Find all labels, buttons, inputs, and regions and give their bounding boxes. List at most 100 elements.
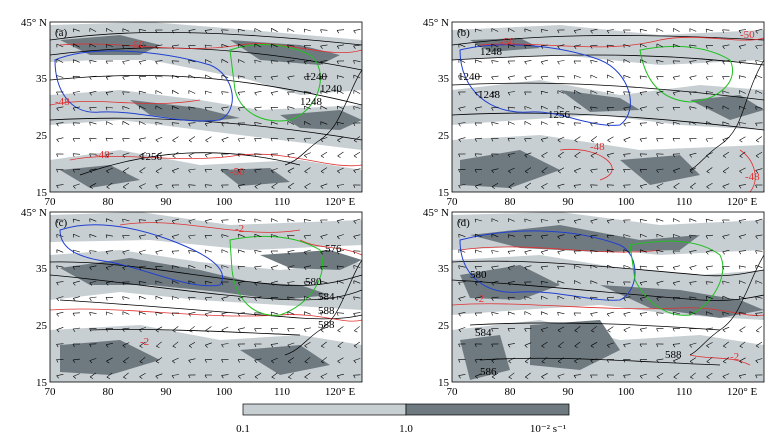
wind-barb (623, 106, 631, 109)
wind-barb-feather (656, 328, 659, 332)
wind-barb (155, 136, 163, 141)
wind-barb-feather (689, 234, 691, 239)
wind-barb-feather (639, 185, 643, 189)
contour-label: -2 (140, 336, 149, 348)
wind-barb-feather (303, 329, 307, 333)
wind-barb (722, 167, 730, 172)
wind-barb-feather (507, 106, 510, 111)
wind-barb (337, 296, 344, 299)
wind-barb (172, 75, 179, 78)
wind-barb (590, 296, 598, 299)
wind-barb (221, 91, 229, 93)
wind-barb (353, 44, 361, 47)
wind-barb-feather (524, 296, 526, 300)
wind-barb-feather (72, 219, 75, 223)
wind-barb (755, 341, 763, 347)
panel-label: (c) (55, 217, 68, 229)
wind-barb-feather (458, 359, 461, 363)
wind-barb-feather (354, 330, 358, 333)
wind-barb (337, 90, 344, 94)
lon-tick-label: 120° E (727, 386, 758, 398)
wind-barb (656, 312, 664, 314)
wind-barb (623, 374, 631, 376)
wind-barb-feather (237, 219, 240, 223)
wind-barb (557, 280, 565, 284)
wind-barb-feather (188, 250, 190, 254)
wind-barb (270, 60, 279, 62)
wind-barb-feather (755, 60, 757, 64)
wind-barb-feather (270, 107, 273, 111)
wind-barb-feather (705, 328, 709, 332)
wind-barb (139, 152, 146, 156)
wind-barb-feather (623, 139, 627, 143)
wind-barb-feather (155, 361, 160, 364)
wind-barb-feather (689, 267, 693, 271)
wind-barb-feather (105, 77, 109, 80)
wind-barb-feather (639, 169, 642, 173)
wind-barb (689, 44, 697, 47)
wind-barb (89, 168, 97, 171)
wind-barb (458, 43, 466, 48)
wind-barb-feather (705, 76, 709, 80)
wind-barb (755, 358, 763, 361)
wind-barb-feather (524, 138, 527, 142)
wind-barb-feather (524, 45, 527, 49)
wind-barb-feather (755, 106, 757, 110)
wind-barb-feather (705, 219, 708, 223)
wind-barb-feather (755, 220, 759, 224)
wind-barb-feather (205, 139, 209, 143)
wind-barb-feather (89, 360, 93, 364)
lon-tick-label: 100 (618, 386, 635, 398)
wind-barb (705, 91, 714, 93)
wind-barb (188, 74, 196, 79)
wind-barb (739, 341, 746, 347)
wind-barb-feather (541, 361, 545, 364)
wind-barb (337, 151, 344, 157)
wind-barb-feather (122, 45, 124, 49)
wind-barb-feather (524, 91, 527, 96)
wind-barb-feather (105, 92, 109, 96)
wind-barb (541, 137, 548, 140)
wind-barb-feather (574, 140, 578, 143)
wind-barb-feather (56, 344, 59, 348)
wind-barb-feather (722, 46, 725, 49)
wind-barb-feather (722, 61, 725, 65)
wind-barb-feather (722, 311, 724, 316)
wind-barb-feather (221, 329, 225, 333)
wind-barb (221, 168, 229, 171)
wind-barb-feather (270, 267, 274, 271)
wind-barb (89, 234, 97, 237)
wind-barb-feather (353, 140, 358, 143)
wind-barb-feather (739, 345, 743, 348)
wind-barb-feather (507, 92, 511, 96)
wind-barb-feather (56, 29, 58, 33)
wind-barb-feather (353, 345, 358, 348)
wind-barb (558, 151, 564, 157)
lat-tick-label: 25 (438, 320, 450, 332)
wind-barb (689, 28, 697, 32)
wind-barb (607, 249, 614, 253)
wind-barb-feather (672, 250, 675, 255)
geopotential-contours (452, 35, 764, 131)
wind-barb-feather (607, 330, 611, 333)
wind-barb (475, 183, 482, 187)
wind-barb-feather (738, 220, 742, 224)
wind-barb-feather (56, 153, 59, 158)
wind-barb (205, 122, 212, 124)
wind-barb (722, 249, 730, 253)
wind-barb (320, 280, 328, 284)
wind-barb-feather (156, 345, 160, 348)
wind-barb-feather (139, 361, 144, 364)
wind-barb (303, 234, 312, 237)
wind-barb-feather (337, 139, 341, 143)
wind-barb-feather (606, 184, 609, 189)
wind-barb-feather (89, 107, 92, 111)
lon-tick-label: 110 (274, 196, 291, 208)
wind-barb-feather (705, 61, 709, 65)
wind-barb-feather (738, 375, 742, 379)
wind-barb-feather (689, 171, 693, 174)
wind-barb (475, 249, 482, 253)
wind-barb-feather (639, 29, 642, 33)
wind-barb (574, 151, 581, 157)
wind-barb (106, 28, 113, 32)
